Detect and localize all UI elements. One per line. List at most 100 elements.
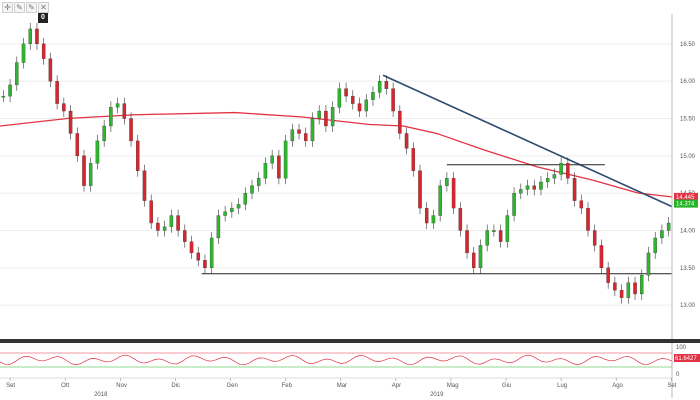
candle-body [21,43,26,63]
candle-body [559,163,563,175]
candle-body [626,282,631,298]
y-tick-label: 13.50 [680,266,696,272]
candle-body [297,129,301,134]
candle-body [357,103,362,112]
candle-body [162,226,167,231]
candle-body [183,230,187,242]
candle-body [391,88,395,112]
candle-body [230,207,234,212]
candle-body [525,185,530,190]
candle-body [115,103,120,108]
candle-body [519,189,523,194]
candle-body [404,133,409,149]
candle-body [344,88,348,97]
x-tick-label: Feb [282,383,293,389]
candle-body [1,95,6,98]
candle-body [263,163,268,179]
candle-body [478,245,483,268]
candle-body [156,222,160,231]
candle-body [606,267,610,283]
candle-body [15,62,19,86]
x-tick-label: Dic [171,383,180,389]
candle-body [196,252,200,261]
x-tick-label: Ott [61,383,69,389]
candle-body [377,81,382,93]
candle-body [236,204,241,209]
candle-body [310,118,315,142]
candle-body [48,58,53,82]
candle-body [270,155,274,164]
candle-body [304,133,308,142]
candle-body [330,107,335,127]
candle-body [129,118,133,142]
x-tick-label: Apr [392,383,401,389]
candle-body [566,163,570,179]
candle-body [75,133,80,156]
price-tag-label: 14.374 [676,202,695,208]
pencil-icon[interactable]: ✎ [26,2,37,13]
x-tick-label: Lug [557,383,567,389]
pencil-icon[interactable]: ✎ [14,2,25,13]
candle-body [88,163,93,186]
candle-body [82,155,86,186]
candle-body [613,282,617,291]
candle-body [283,140,288,179]
price-tag-box [674,199,698,208]
candle-body [351,95,355,104]
candle-body [109,107,113,127]
candle-body [492,230,496,232]
candle-body [41,43,46,59]
candle-body [445,178,449,186]
candle-body [646,252,651,276]
candle-body [545,178,550,183]
panel-divider [0,339,700,343]
candle-body [337,88,342,108]
candle-body [485,230,489,246]
oscillator-panel: 100 0 61.6427 [0,339,700,379]
candle-body [398,110,402,134]
candle-body [465,230,469,254]
candle-body [384,81,389,89]
candle-body [277,155,281,179]
trend-lines [201,74,673,275]
zero-button[interactable]: 0 [38,13,48,23]
candle-body [539,181,543,190]
candle-body [660,230,664,239]
candle-body [189,241,194,254]
candle-body [136,140,140,171]
y-tick-label: 14.00 [680,228,696,234]
candle-body [424,207,429,224]
y-tick-label: 16.50 [680,42,696,48]
candle-body [572,178,577,201]
candle-body [55,81,59,104]
candle-body [472,252,476,268]
y-tick-label: 13.00 [680,303,696,309]
candle-body [438,185,442,216]
crosshair-icon[interactable]: ✛ [2,2,13,13]
candle-body [62,103,66,112]
candle-body [142,170,147,201]
moving-average-line [0,111,673,198]
price-tag-box [674,192,698,201]
candle-body [317,110,321,119]
x-tick-label: Mag [447,383,459,389]
y-tick-label: 15.00 [680,154,696,160]
candle-body [28,28,32,45]
osc-tick-label: 0 [676,372,680,378]
candle-body [250,185,254,194]
candle-body [418,170,422,209]
candle-body [505,215,510,242]
trendline [382,74,673,208]
candle-body [592,230,597,246]
osc-tick-label: 100 [676,345,687,351]
candle-body [653,237,657,254]
close-icon[interactable]: ✕ [38,2,49,13]
y-tick-label: 16.00 [680,79,696,85]
candle-body [431,215,436,224]
x-tick-label: Set [667,383,676,389]
candle-body [512,193,516,216]
candle-body [371,92,375,100]
year-label: 2019 [430,392,444,398]
osc-tag-box [674,354,700,362]
moving-average [0,111,673,198]
